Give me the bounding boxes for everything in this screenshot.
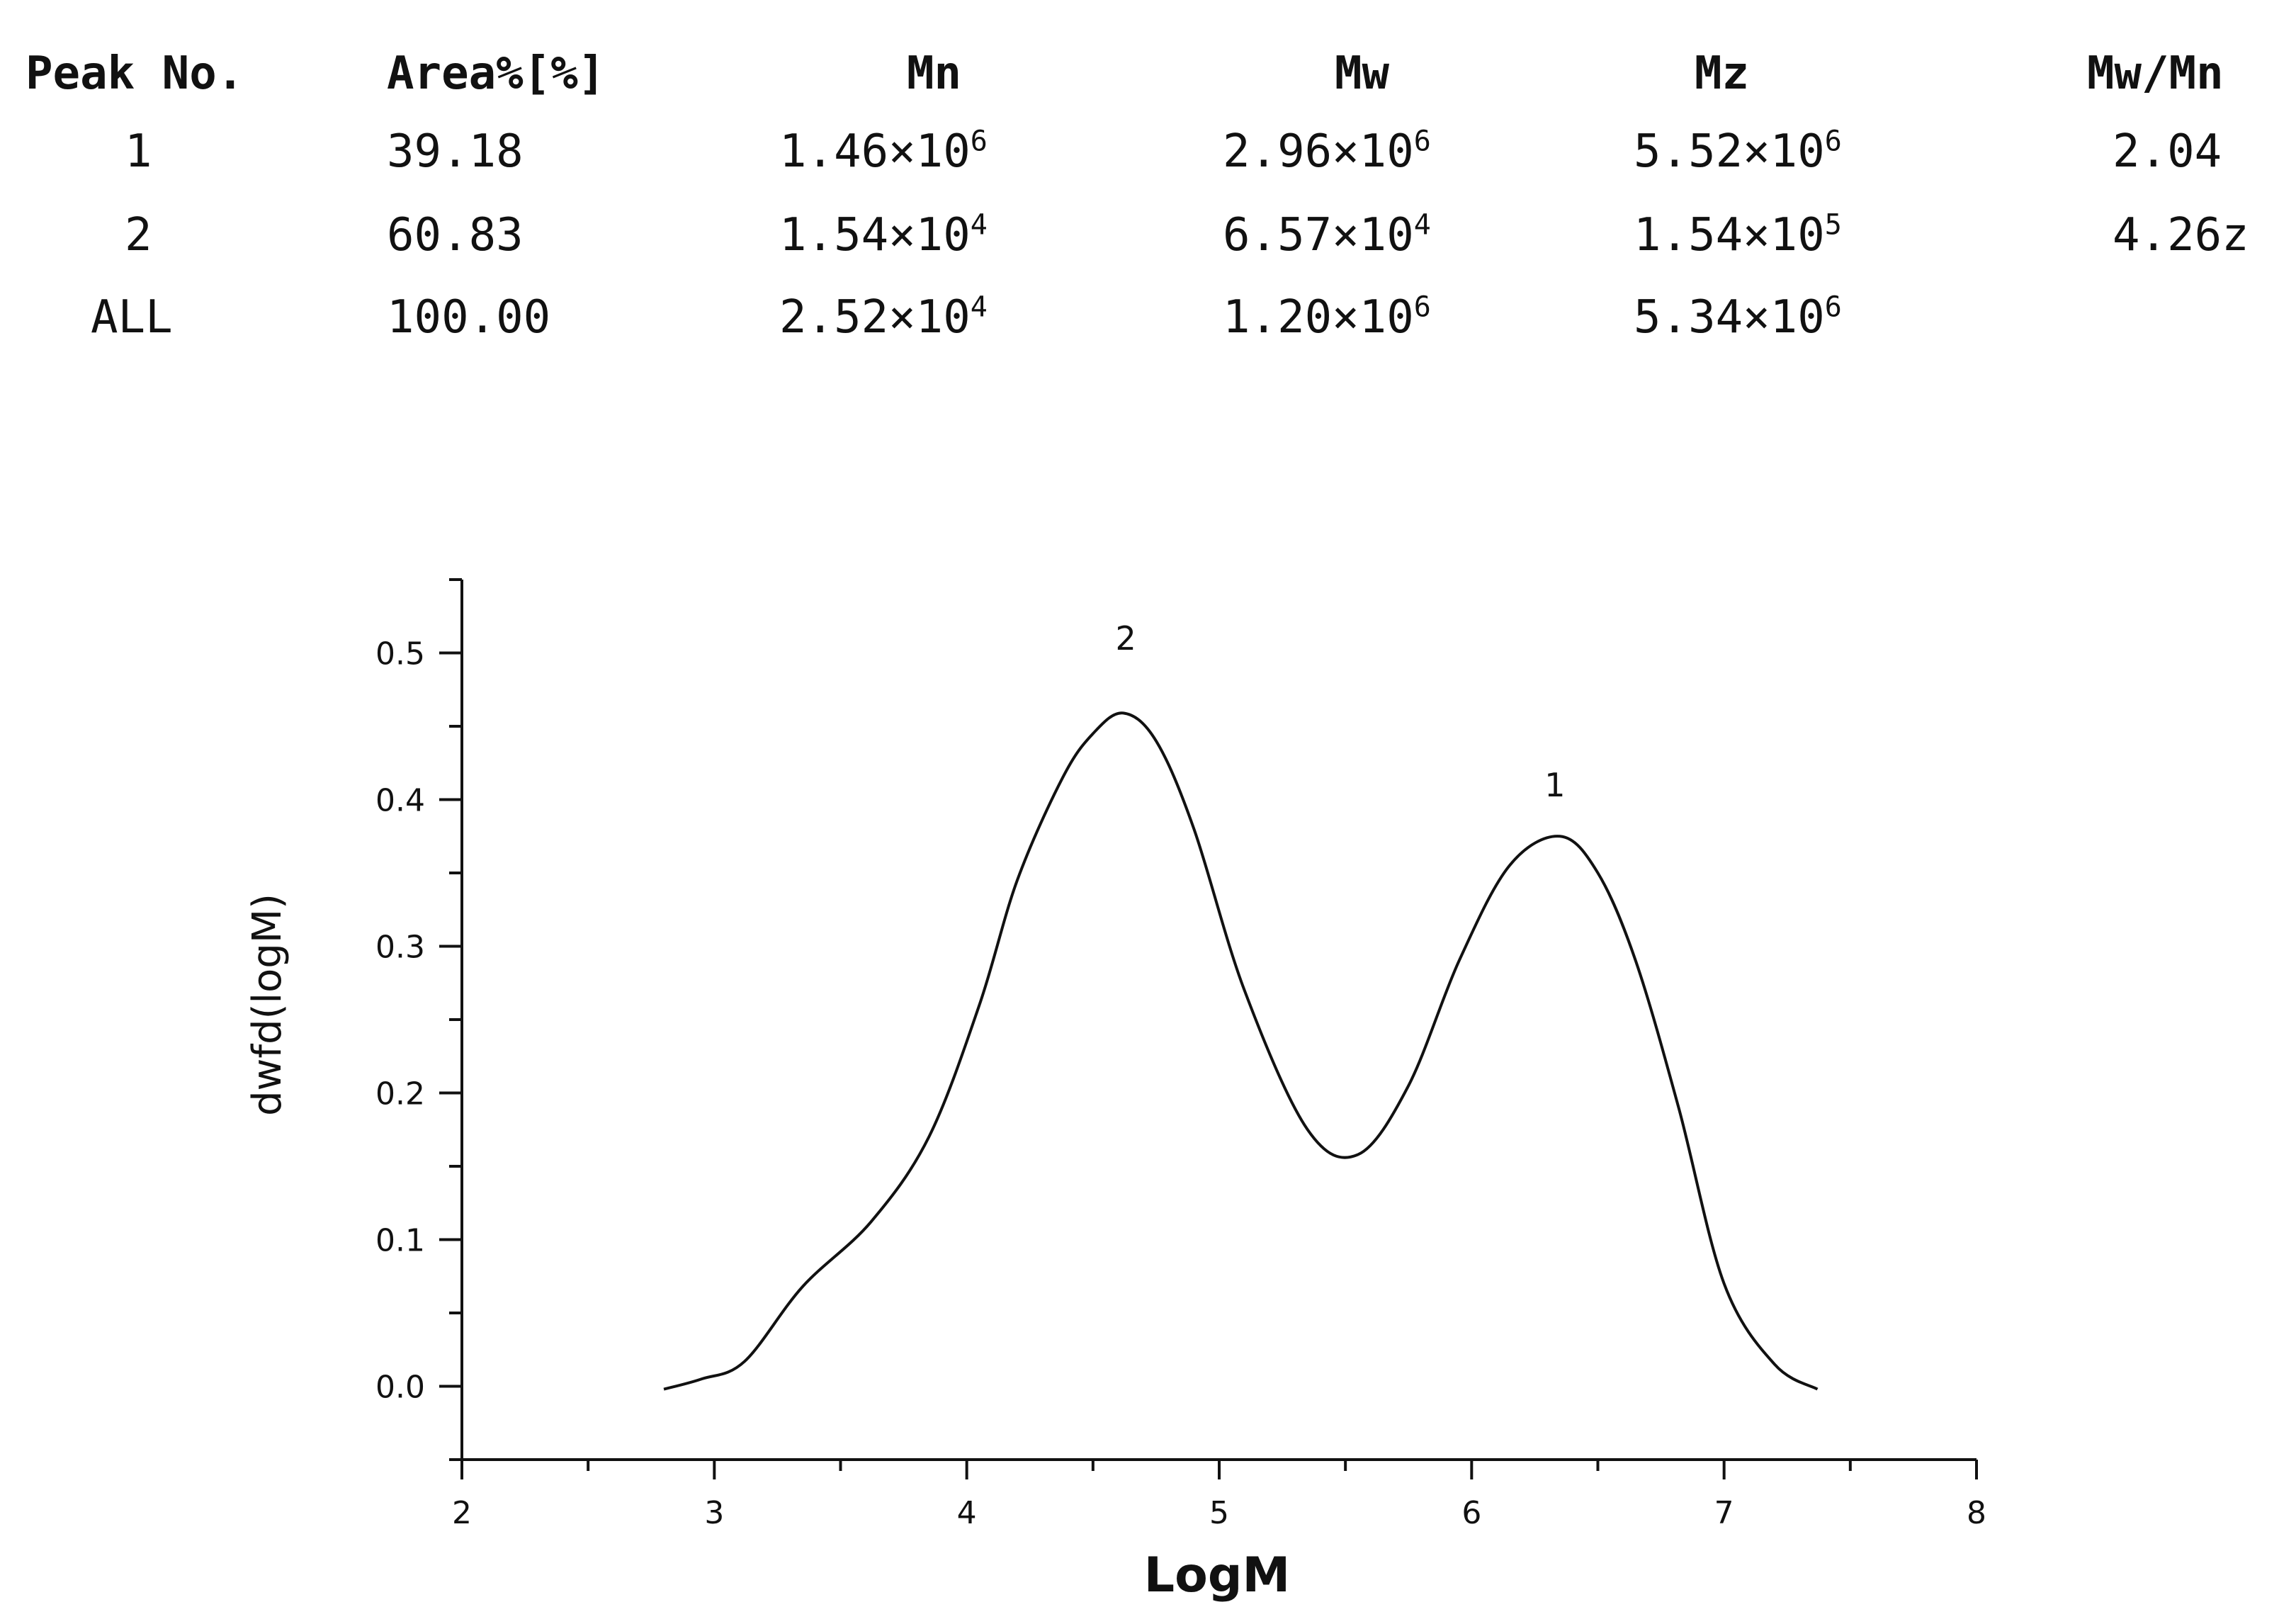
row1-mz-base: ×10 — [1743, 125, 1825, 178]
row2-mz-base: ×10 — [1743, 209, 1825, 261]
header-mz: Mz — [1695, 47, 1750, 100]
row1-mw-base: ×10 — [1332, 125, 1414, 178]
row3-mn-mantissa: 2.52 — [779, 291, 889, 344]
header-mw: Mw — [1335, 47, 1390, 100]
row3-mz: 5.34×106 — [1634, 289, 1842, 346]
y-axis-title: dwfd(logM) — [244, 893, 290, 1116]
row3-mz-base: ×10 — [1743, 291, 1825, 344]
row3-mw-mantissa: 1.20 — [1223, 291, 1333, 344]
header-mw-mn: Mw/Mn — [2087, 47, 2224, 100]
row3-mz-mantissa: 5.34 — [1634, 291, 1743, 344]
x-tick-label: 4 — [957, 1495, 977, 1531]
row3-mz-exp: 6 — [1824, 291, 1842, 324]
row1-mw-exp: 6 — [1413, 125, 1431, 158]
x-tick-label: 8 — [1967, 1495, 1986, 1531]
x-tick-label: 5 — [1209, 1495, 1229, 1531]
peak-label-2: 2 — [1116, 619, 1136, 658]
row3-mn-exp: 4 — [970, 291, 988, 324]
results-table: Peak No. Area%[%] Mn Mw Mz Mw/Mn 1 39.18… — [0, 28, 2296, 354]
row1-mw-mn: 2.04 — [2113, 125, 2222, 178]
row2-mn: 1.54×104 — [779, 207, 988, 264]
y-tick-label: 0.1 — [375, 1223, 425, 1259]
row1-mw: 2.96×106 — [1223, 123, 1431, 180]
row2-mw-exp: 4 — [1413, 208, 1431, 242]
x-axis-title: LogM — [1144, 1547, 1290, 1603]
row2-mw: 6.57×104 — [1223, 207, 1431, 264]
header-area: Area%[%] — [387, 47, 606, 100]
row1-peak: 1 — [125, 125, 152, 178]
x-tick-label: 2 — [452, 1495, 472, 1531]
row3-mw: 1.20×106 — [1223, 289, 1431, 346]
x-tick-label: 7 — [1714, 1495, 1734, 1531]
row2-mn-base: ×10 — [888, 209, 971, 261]
row1-mn-base: ×10 — [888, 125, 971, 178]
row1-mz-mantissa: 5.52 — [1634, 125, 1743, 178]
row2-mw-mn: 4.26z — [2113, 209, 2249, 261]
peak-label-1: 1 — [1544, 766, 1565, 804]
row3-mw-base: ×10 — [1332, 291, 1414, 344]
y-tick-label: 0.2 — [375, 1076, 425, 1112]
row1-mn-mantissa: 1.46 — [779, 125, 889, 178]
header-mn: Mn — [907, 47, 962, 100]
row3-mn: 2.52×104 — [779, 289, 988, 346]
row1-mn-exp: 6 — [970, 125, 988, 158]
row1-mz: 5.52×106 — [1634, 123, 1842, 180]
row2-mz: 1.54×105 — [1634, 207, 1842, 264]
row3-peak: ALL — [91, 291, 173, 344]
y-axis-ticks: 0.0 0.1 0.2 0.3 0.4 0.5 — [375, 578, 462, 1461]
x-axis-ticks: 2 3 4 5 6 7 8 — [452, 1460, 1986, 1531]
axes — [460, 580, 1977, 1461]
row1-area: 39.18 — [387, 125, 524, 178]
header-peak-no: Peak No. — [26, 47, 244, 100]
y-tick-label: 0.5 — [375, 636, 425, 672]
distribution-curve-1 — [663, 711, 1819, 1391]
peak-annotations: 21 — [1116, 619, 1566, 804]
row1-mn: 1.46×106 — [779, 123, 988, 180]
series-layer — [663, 711, 1819, 1391]
row2-mn-mantissa: 1.54 — [779, 209, 889, 261]
row2-peak: 2 — [125, 209, 152, 261]
y-tick-label: 0.3 — [375, 930, 425, 966]
x-tick-label: 6 — [1461, 1495, 1481, 1531]
row2-mn-exp: 4 — [970, 208, 988, 242]
row1-mz-exp: 6 — [1824, 125, 1842, 158]
x-tick-label: 3 — [704, 1495, 724, 1531]
row2-mw-base: ×10 — [1332, 209, 1414, 261]
row3-area: 100.00 — [387, 291, 551, 344]
y-tick-label: 0.0 — [375, 1370, 425, 1406]
row2-mz-exp: 5 — [1824, 208, 1842, 242]
row2-mw-mantissa: 6.57 — [1223, 209, 1333, 261]
row2-area: 60.83 — [387, 209, 524, 261]
row2-mz-mantissa: 1.54 — [1634, 209, 1743, 261]
y-tick-label: 0.4 — [375, 783, 425, 819]
row3-mn-base: ×10 — [888, 291, 971, 344]
row1-mw-mantissa: 2.96 — [1223, 125, 1333, 178]
row3-mw-exp: 6 — [1413, 291, 1431, 324]
